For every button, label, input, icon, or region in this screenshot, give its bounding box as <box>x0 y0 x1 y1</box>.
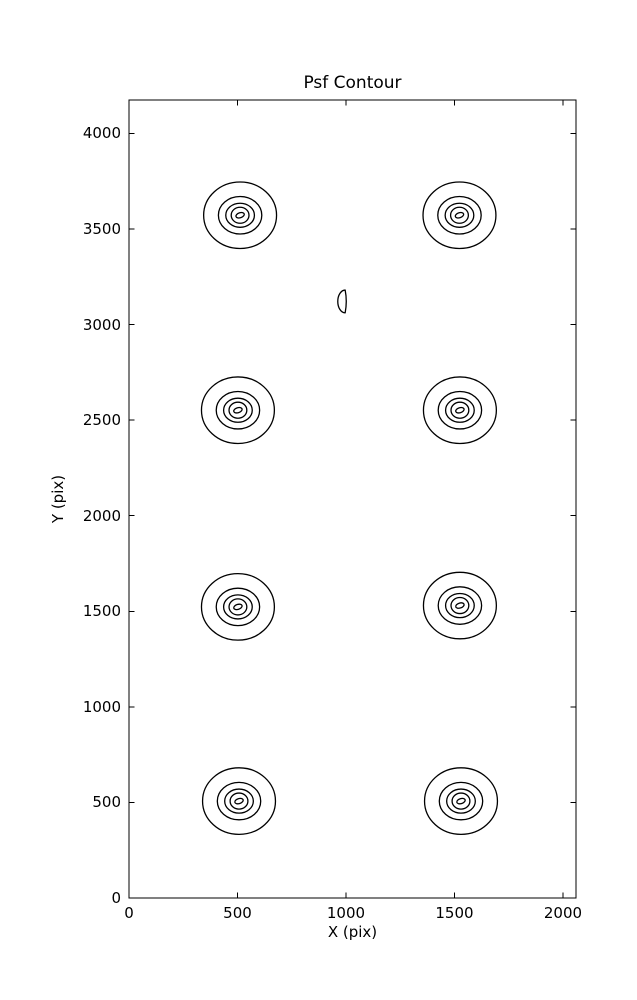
y-tick-label: 2000 <box>82 506 121 525</box>
contour-ring <box>444 202 475 228</box>
axes-frame <box>128 99 577 899</box>
contour-ring <box>229 792 249 810</box>
contour-ring <box>228 598 248 616</box>
contour-ring <box>450 596 470 615</box>
y-tick-label: 4000 <box>82 124 121 143</box>
contour-ring <box>444 592 475 619</box>
y-tick-label: 500 <box>92 793 121 812</box>
contour-ring <box>437 390 483 430</box>
contour-ring <box>422 571 498 640</box>
contour-ring <box>228 401 248 419</box>
contour-ring <box>446 788 476 814</box>
psf-cluster <box>200 572 276 641</box>
contour-ring <box>234 797 244 805</box>
contour-ring <box>423 767 499 836</box>
contour-ring <box>456 797 466 805</box>
y-tick-label: 1500 <box>82 602 121 621</box>
contour-ring <box>230 206 250 224</box>
contour-ring <box>201 767 277 836</box>
contour-ring <box>449 206 470 224</box>
contour-ring <box>422 181 497 250</box>
y-tick-label: 2500 <box>82 411 121 430</box>
psf-cluster <box>200 376 276 445</box>
y-tick-label: 3500 <box>82 220 121 239</box>
psf-cluster <box>422 181 497 250</box>
x-tick-label: 0 <box>124 904 134 922</box>
contour-ring <box>200 572 276 641</box>
contour-ring <box>202 181 278 250</box>
contour-ring <box>216 781 262 821</box>
contour-ring <box>233 603 243 611</box>
contour-ring <box>444 397 475 423</box>
psf-cluster <box>422 571 498 640</box>
chart-title: Psf Contour <box>303 73 402 93</box>
contour-ring <box>215 587 261 627</box>
contour-ring <box>437 586 483 625</box>
x-tick-label: 1000 <box>326 904 366 922</box>
y-tick-label: 1000 <box>82 697 121 716</box>
contour-ring <box>233 406 243 414</box>
x-tick-label: 1500 <box>435 904 474 922</box>
contour-ring <box>450 401 470 419</box>
y-tick-label: 0 <box>111 889 121 907</box>
contour-ring <box>437 195 482 235</box>
contour-ring <box>451 792 471 810</box>
y-tick-label: 3000 <box>82 315 121 334</box>
partial-contour <box>337 289 347 314</box>
contour-ring <box>225 202 256 228</box>
contour-ring <box>438 781 484 821</box>
contour-ring <box>455 602 465 609</box>
contour-ring <box>217 195 263 235</box>
contour-ring <box>215 390 261 430</box>
x-axis-label: X (pix) <box>327 923 378 941</box>
x-tick-label: 500 <box>223 904 252 922</box>
contour-ring <box>235 211 245 219</box>
contour-ring <box>222 594 253 620</box>
contour-ring <box>422 376 498 445</box>
contour-ring <box>224 788 254 814</box>
contour-ring <box>200 376 276 445</box>
psf-cluster <box>202 181 278 250</box>
contour-ring <box>455 406 465 414</box>
contour-ring <box>454 211 465 219</box>
contour-ring <box>222 397 253 423</box>
psf-cluster <box>201 767 277 836</box>
psf-cluster <box>423 767 499 836</box>
psf-cluster <box>422 376 498 445</box>
x-tick-label: 2000 <box>543 904 583 922</box>
